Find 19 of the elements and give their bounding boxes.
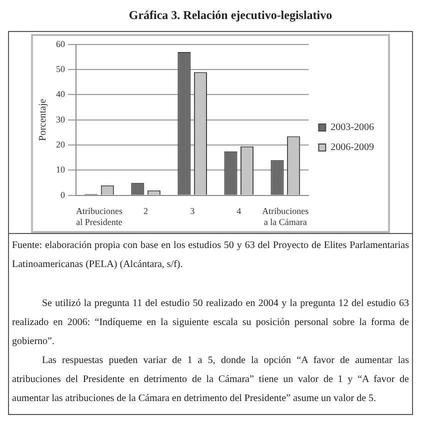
y-tick-label: 40 <box>56 89 66 100</box>
source-note: Fuente: elaboración propia con base en los estudios 50 y 63 del Proyecto de Elites Parlamentarias Latinoamericanas (PELA) (Alcántara, s/f). <box>12 239 409 272</box>
y-tick-label: 10 <box>56 164 66 175</box>
y-tick-label: 20 <box>56 139 66 150</box>
text: Se utilizó la pregunta 11 del estudio 50 realizado en 2004 y la pregunta 12 del estudio 63 realizado en 2006: “Indíqueme en la siguiente escala su posición personal sobre la forma de gobierno”. <box>12 297 409 349</box>
chart-title: Gráfica 3. Relación ejecutivo-legislativo <box>128 8 334 23</box>
y-tick-label: 0 <box>60 190 66 200</box>
x-tick-label: 3 <box>190 206 196 216</box>
text: Las respuestas pueden variar de 1 a 5, donde la opción “A favor de aumentar las atribuciones del Presidente en detrimento de la Cámara” tiene un valor de 1 y “A favor de aumentar las atribuciones de la Cámara en detrimento del Presidente” asume un valor de 5. <box>12 354 409 406</box>
y-tick-label: 60 <box>56 38 66 49</box>
legend-label: 2006-2009 <box>330 142 374 154</box>
x-tick-label: Atribuciones a la Cámara <box>262 206 310 227</box>
x-tick-label: 2 <box>144 206 148 216</box>
y-axis-title: Porcentaje <box>38 98 49 141</box>
y-tick-label: 50 <box>56 64 66 74</box>
legend-label: 2003-2006 <box>330 122 374 134</box>
x-tick-label: 4 <box>236 206 242 216</box>
x-tick-label: Atribuciones al Presidente <box>76 206 124 227</box>
y-tick-label: 30 <box>56 114 66 124</box>
